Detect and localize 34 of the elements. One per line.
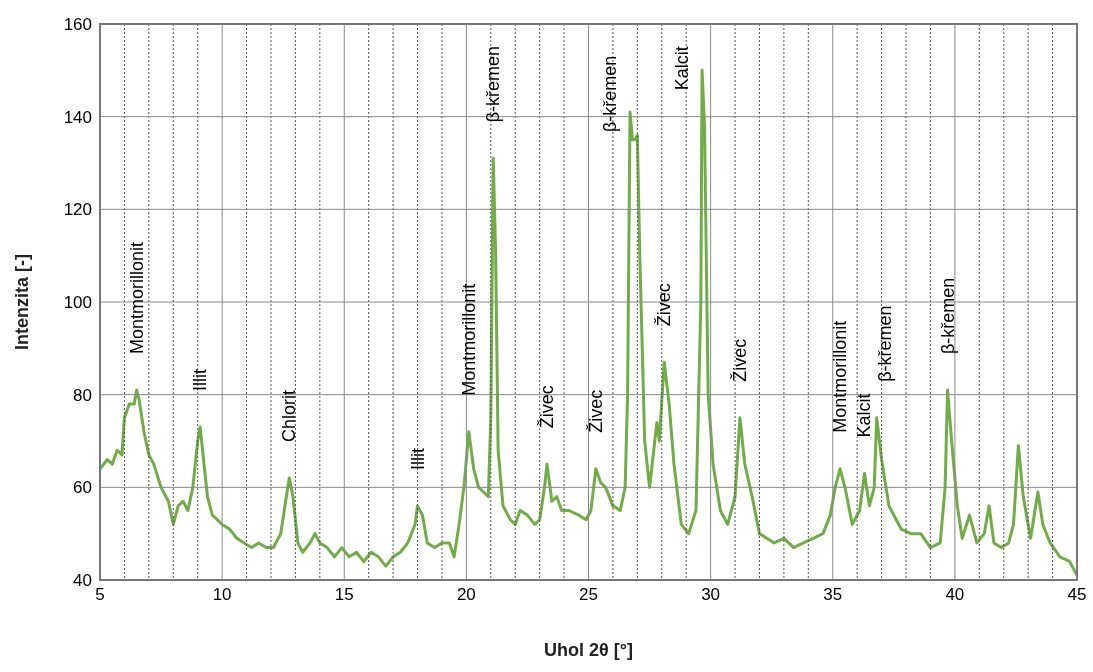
- annotation: β-křemen: [483, 45, 504, 123]
- annotation: Chlorit: [279, 390, 300, 443]
- x-tick-label: 25: [579, 585, 598, 605]
- annotation: Živec: [536, 385, 557, 429]
- annotation: Montmorillonit: [126, 241, 147, 355]
- annotation: Živec: [585, 389, 606, 433]
- annotation: Illit: [407, 447, 428, 470]
- x-tick-label: 30: [701, 585, 721, 605]
- annotation: Illit: [190, 369, 211, 392]
- x-tick-label: 5: [95, 585, 105, 605]
- y-tick-label: 120: [63, 200, 92, 220]
- annotation: Živec: [729, 338, 750, 382]
- annotation: Kalcit: [854, 393, 875, 438]
- x-tick-label: 20: [456, 585, 476, 605]
- annotation: β-křemen: [937, 277, 958, 355]
- annotation: Kalcit: [672, 46, 693, 91]
- x-tick-label: 10: [212, 585, 232, 605]
- annotation: Montmorillonit: [830, 320, 851, 433]
- y-tick-label: 80: [73, 385, 92, 405]
- y-tick-label: 140: [63, 107, 92, 127]
- annotation: β-křemen: [600, 55, 621, 133]
- annotation: Montmorillonit: [458, 283, 479, 396]
- y-tick-label: 60: [73, 478, 92, 498]
- y-axis-title: Intenzita [-]: [12, 254, 33, 350]
- y-tick-label: 40: [73, 571, 92, 591]
- annotation: β-křemen: [875, 305, 896, 382]
- annotation: Živec: [654, 283, 675, 327]
- y-tick-label: 160: [63, 15, 92, 35]
- x-tick-label: 45: [1067, 585, 1087, 605]
- x-tick-label: 15: [334, 585, 354, 605]
- y-tick-label: 100: [63, 293, 92, 313]
- x-tick-label: 35: [823, 585, 843, 605]
- x-axis-title: Uhol 2θ [°]: [544, 640, 633, 660]
- x-tick-label: 40: [945, 585, 965, 605]
